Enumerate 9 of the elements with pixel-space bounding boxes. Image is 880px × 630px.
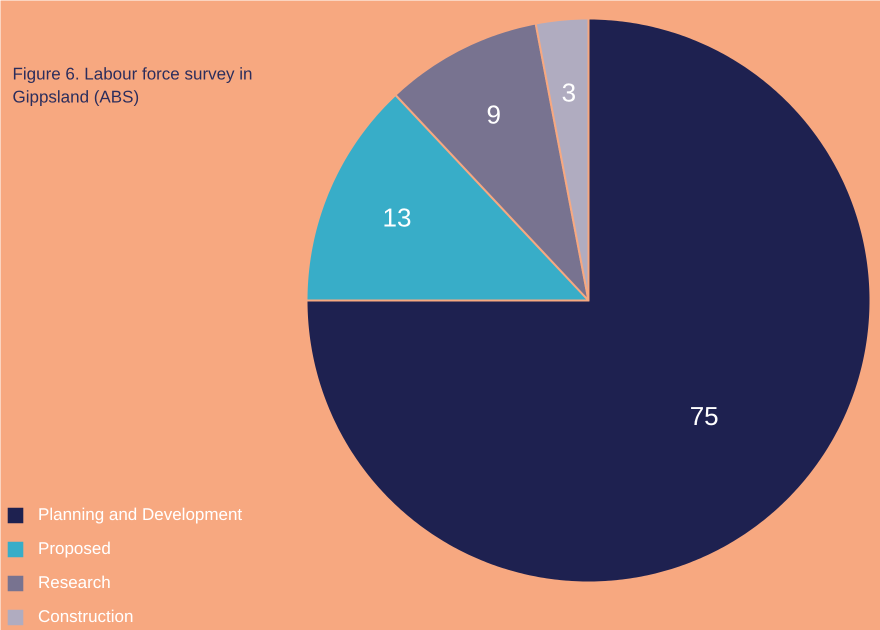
- data-label: 13: [382, 202, 412, 233]
- legend-label: Planning and Development: [38, 505, 242, 525]
- data-label: 75: [690, 401, 719, 432]
- data-label: 3: [562, 78, 576, 108]
- legend-label: Construction: [38, 607, 134, 627]
- data-label: 9: [486, 100, 501, 130]
- legend-label: Research: [38, 573, 111, 593]
- legend-label: Proposed: [38, 539, 111, 559]
- text: Figure 6. Labour force survey in Gippsland (ABS): [12, 64, 253, 106]
